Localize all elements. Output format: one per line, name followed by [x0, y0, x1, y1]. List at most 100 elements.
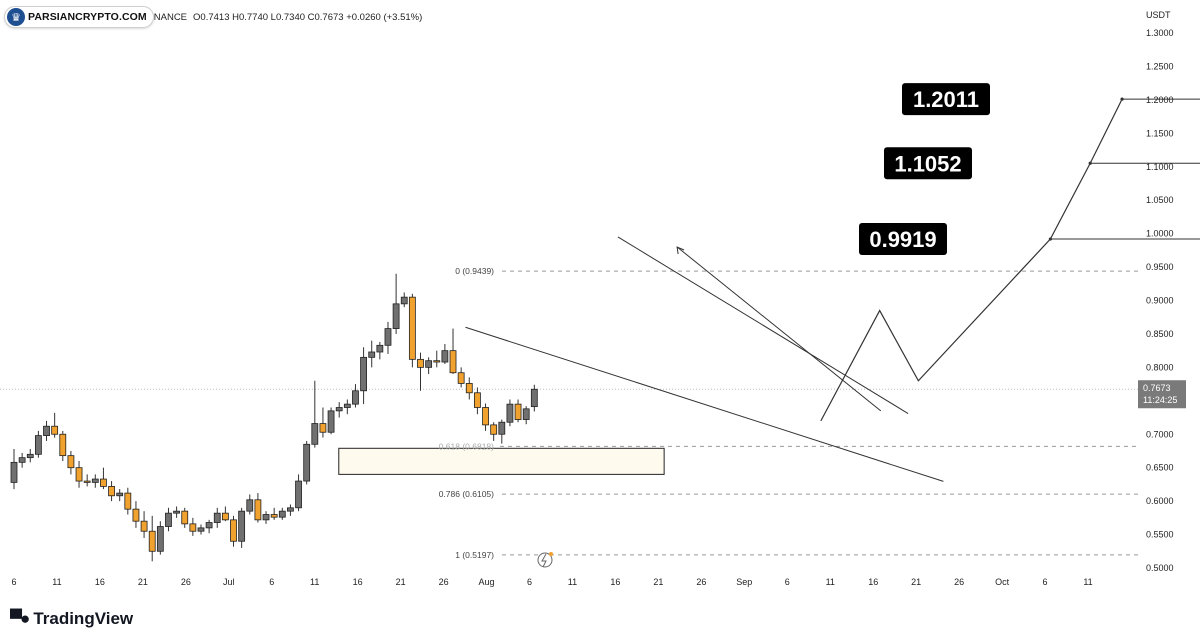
- candle-body: [343, 403, 351, 408]
- y-tick-label: 0.5500: [1146, 530, 1174, 540]
- target-label-box: [902, 83, 990, 116]
- x-tick-label: 16: [353, 577, 363, 587]
- axes: 1.3000 1.2500 1.2000 1.1500 1.1000 1.0500 1.00…: [11, 28, 1186, 587]
- candle: [457, 367, 465, 388]
- candle-body: [360, 356, 367, 392]
- target-anchor-dot: [1048, 237, 1052, 241]
- target-label-box: [859, 223, 947, 256]
- target-label: 1.2011: [902, 83, 990, 116]
- current-price-countdown: 11:24:25: [1143, 395, 1177, 405]
- candle-body: [417, 358, 424, 368]
- candle-body: [165, 512, 172, 527]
- candle: [392, 273, 400, 334]
- candle-body: [108, 486, 115, 497]
- brand-badge[interactable]: ♛ PARSIANCRYPTO.COM: [4, 6, 154, 28]
- candle-body: [43, 425, 50, 436]
- target-anchor-dot: [1120, 97, 1124, 101]
- candle-body: [352, 390, 359, 405]
- candle: [238, 507, 246, 548]
- candle: [474, 387, 481, 415]
- candle-body: [246, 499, 254, 512]
- fib-level-label: 0 (0.9439): [455, 266, 494, 276]
- candle-body: [441, 350, 449, 363]
- candle: [425, 357, 433, 375]
- y-tick-label: 1.1500: [1146, 128, 1174, 138]
- y-tick-label: 0.9500: [1146, 262, 1174, 272]
- x-tick-label: Jul: [223, 577, 235, 587]
- x-tick-label: 16: [95, 577, 105, 587]
- candle: [254, 493, 262, 523]
- candle-body: [530, 388, 538, 408]
- candle: [270, 507, 278, 520]
- candle-body: [132, 508, 140, 522]
- x-tick-label: 26: [181, 577, 191, 587]
- candle-body: [18, 457, 26, 463]
- candle: [26, 448, 34, 463]
- candle-body: [230, 519, 237, 542]
- candle-body: [433, 360, 441, 363]
- x-tick-label: Aug: [479, 577, 495, 587]
- candle-body: [197, 527, 205, 532]
- candle: [181, 507, 189, 528]
- candle-body: [295, 480, 302, 509]
- candle-body: [140, 520, 148, 532]
- candle-body: [465, 383, 473, 394]
- candle: [530, 384, 538, 412]
- candle: [498, 419, 506, 444]
- candle: [213, 507, 221, 528]
- fib-level-label: 0.786 (0.6105): [439, 489, 494, 499]
- candle: [148, 515, 156, 562]
- x-tick-label: 6: [527, 577, 532, 587]
- x-tick-label: 6: [11, 577, 16, 587]
- x-tick-label: 11: [310, 577, 319, 587]
- target-label: 0.9919: [859, 223, 947, 256]
- tradingview-logo[interactable]: ▀● TradingView: [10, 609, 133, 629]
- candle: [189, 517, 197, 536]
- candle: [352, 384, 359, 408]
- candle: [303, 440, 311, 485]
- candle-body: [205, 522, 213, 529]
- x-tick-label: 16: [868, 577, 878, 587]
- y-tick-label: 0.8500: [1146, 329, 1174, 339]
- candle: [116, 489, 124, 502]
- candle: [319, 407, 327, 438]
- candle-body: [449, 350, 457, 374]
- candle: [59, 430, 67, 461]
- candle-body: [490, 424, 498, 435]
- y-tick-label: 0.6500: [1146, 463, 1174, 473]
- ohlc-readout: O0.7413 H0.7740 L0.7340 C0.7673 +0.0260 …: [193, 11, 423, 23]
- x-tick-label: 11: [52, 577, 61, 587]
- candle: [156, 521, 164, 555]
- candle: [335, 402, 343, 418]
- y-tick-label: 1.3000: [1146, 28, 1174, 38]
- candle-body: [384, 328, 392, 346]
- candle-body: [474, 392, 481, 408]
- candle: [368, 340, 376, 368]
- candle: [376, 341, 384, 360]
- candle: [514, 399, 522, 423]
- chart-grid: [0, 270, 1138, 556]
- lightning-alert-icon: [537, 552, 553, 568]
- candle: [278, 507, 286, 520]
- candle-body: [335, 407, 343, 412]
- candle: [441, 343, 449, 365]
- fib-level-label: 1 (0.5197): [455, 550, 494, 560]
- tradingview-logo-text: TradingView: [33, 609, 134, 628]
- candle: [124, 487, 132, 515]
- candle-body: [376, 344, 384, 353]
- target-label-text: 1.1052: [894, 151, 961, 176]
- candle-body: [34, 435, 42, 455]
- candle-body: [10, 461, 18, 483]
- candle: [417, 352, 424, 391]
- fib-level-label: 0.618 (0.6818): [439, 441, 494, 451]
- candle: [91, 474, 99, 488]
- candle-body: [156, 526, 164, 552]
- candle-body: [319, 423, 327, 433]
- candle-body: [181, 510, 189, 525]
- candle-body: [368, 351, 376, 358]
- candle: [34, 430, 42, 458]
- alert-icon-bolt: [541, 553, 547, 568]
- candle: [10, 448, 18, 490]
- candle: [221, 506, 229, 522]
